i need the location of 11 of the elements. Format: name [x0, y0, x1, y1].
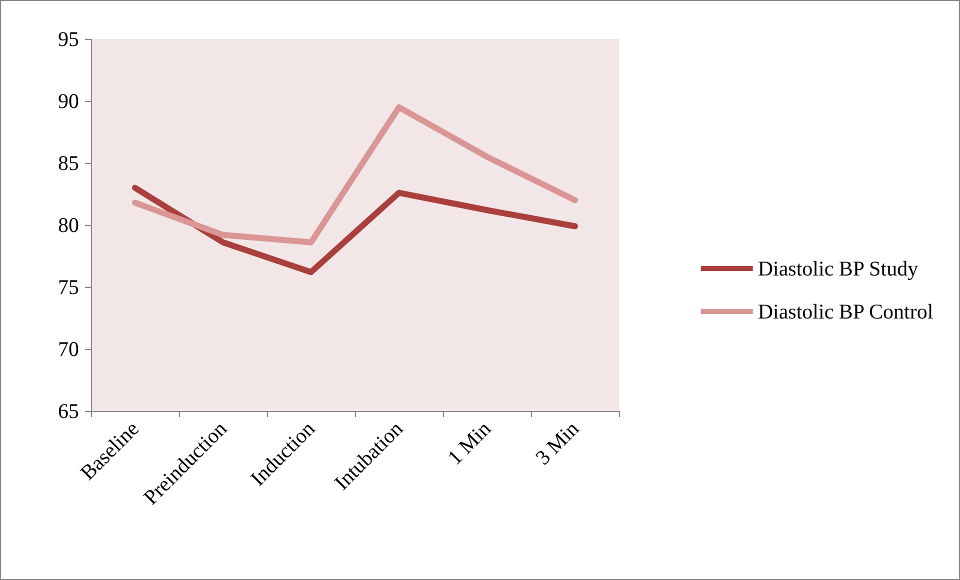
y-tick-label: 90	[58, 89, 79, 113]
y-tick-label: 65	[58, 399, 79, 423]
y-tick-label: 70	[58, 337, 79, 361]
x-tick-label: 3 Min	[530, 416, 584, 470]
y-tick-label: 85	[58, 151, 79, 175]
y-tick-label: 95	[58, 27, 79, 51]
y-tick-label: 80	[58, 213, 79, 237]
x-tick-label: 1 Min	[442, 416, 496, 470]
legend-label: Diastolic BP Control	[758, 300, 934, 324]
legend-label: Diastolic BP Study	[758, 256, 919, 280]
y-tick-label: 75	[58, 275, 79, 299]
